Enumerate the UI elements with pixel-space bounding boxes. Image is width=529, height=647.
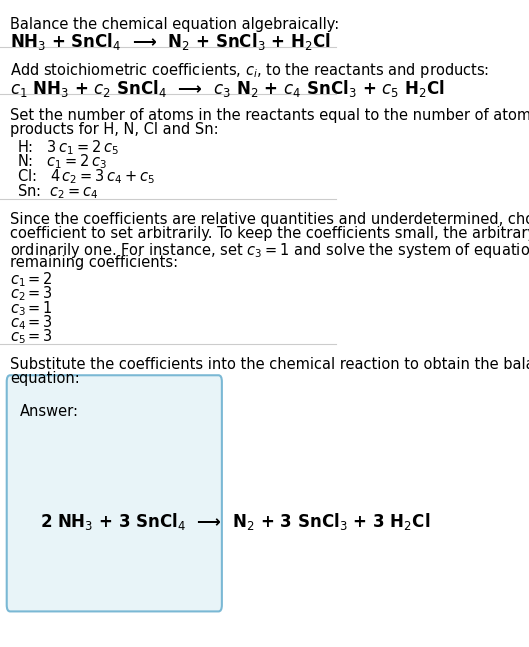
Text: N:   $c_1 = 2\,c_3$: N: $c_1 = 2\,c_3$ — [17, 153, 107, 171]
Text: Add stoichiometric coefficients, $c_i$, to the reactants and products:: Add stoichiometric coefficients, $c_i$, … — [10, 61, 489, 80]
Text: products for H, N, Cl and Sn:: products for H, N, Cl and Sn: — [10, 122, 218, 137]
Text: $c_1 = 2$: $c_1 = 2$ — [10, 270, 53, 289]
Text: Sn:  $c_2 = c_4$: Sn: $c_2 = c_4$ — [17, 182, 98, 201]
Text: 2 NH$_3$ + 3 SnCl$_4$  ⟶  N$_2$ + 3 SnCl$_3$ + 3 H$_2$Cl: 2 NH$_3$ + 3 SnCl$_4$ ⟶ N$_2$ + 3 SnCl$_… — [40, 511, 431, 532]
Text: Set the number of atoms in the reactants equal to the number of atoms in the: Set the number of atoms in the reactants… — [10, 108, 529, 123]
Text: $c_5 = 3$: $c_5 = 3$ — [10, 327, 53, 346]
Text: Since the coefficients are relative quantities and underdetermined, choose a: Since the coefficients are relative quan… — [10, 212, 529, 227]
Text: NH$_3$ + SnCl$_4$  ⟶  N$_2$ + SnCl$_3$ + H$_2$Cl: NH$_3$ + SnCl$_4$ ⟶ N$_2$ + SnCl$_3$ + H… — [10, 31, 331, 52]
Text: $c_3 = 1$: $c_3 = 1$ — [10, 299, 53, 318]
Text: ordinarily one. For instance, set $c_3 = 1$ and solve the system of equations fo: ordinarily one. For instance, set $c_3 =… — [10, 241, 529, 259]
Text: Cl:   $4\,c_2 = 3\,c_4 + c_5$: Cl: $4\,c_2 = 3\,c_4 + c_5$ — [17, 168, 155, 186]
FancyBboxPatch shape — [7, 375, 222, 611]
Text: $c_1$ NH$_3$ + $c_2$ SnCl$_4$  ⟶  $c_3$ N$_2$ + $c_4$ SnCl$_3$ + $c_5$ H$_2$Cl: $c_1$ NH$_3$ + $c_2$ SnCl$_4$ ⟶ $c_3$ N$… — [10, 78, 445, 99]
Text: Answer:: Answer: — [20, 404, 79, 419]
Text: H:   $3\,c_1 = 2\,c_5$: H: $3\,c_1 = 2\,c_5$ — [17, 138, 118, 157]
Text: $c_4 = 3$: $c_4 = 3$ — [10, 313, 53, 332]
Text: Balance the chemical equation algebraically:: Balance the chemical equation algebraica… — [10, 17, 339, 32]
Text: equation:: equation: — [10, 371, 80, 386]
Text: $c_2 = 3$: $c_2 = 3$ — [10, 285, 53, 303]
Text: remaining coefficients:: remaining coefficients: — [10, 255, 178, 270]
Text: Substitute the coefficients into the chemical reaction to obtain the balanced: Substitute the coefficients into the che… — [10, 357, 529, 372]
Text: coefficient to set arbitrarily. To keep the coefficients small, the arbitrary va: coefficient to set arbitrarily. To keep … — [10, 226, 529, 241]
